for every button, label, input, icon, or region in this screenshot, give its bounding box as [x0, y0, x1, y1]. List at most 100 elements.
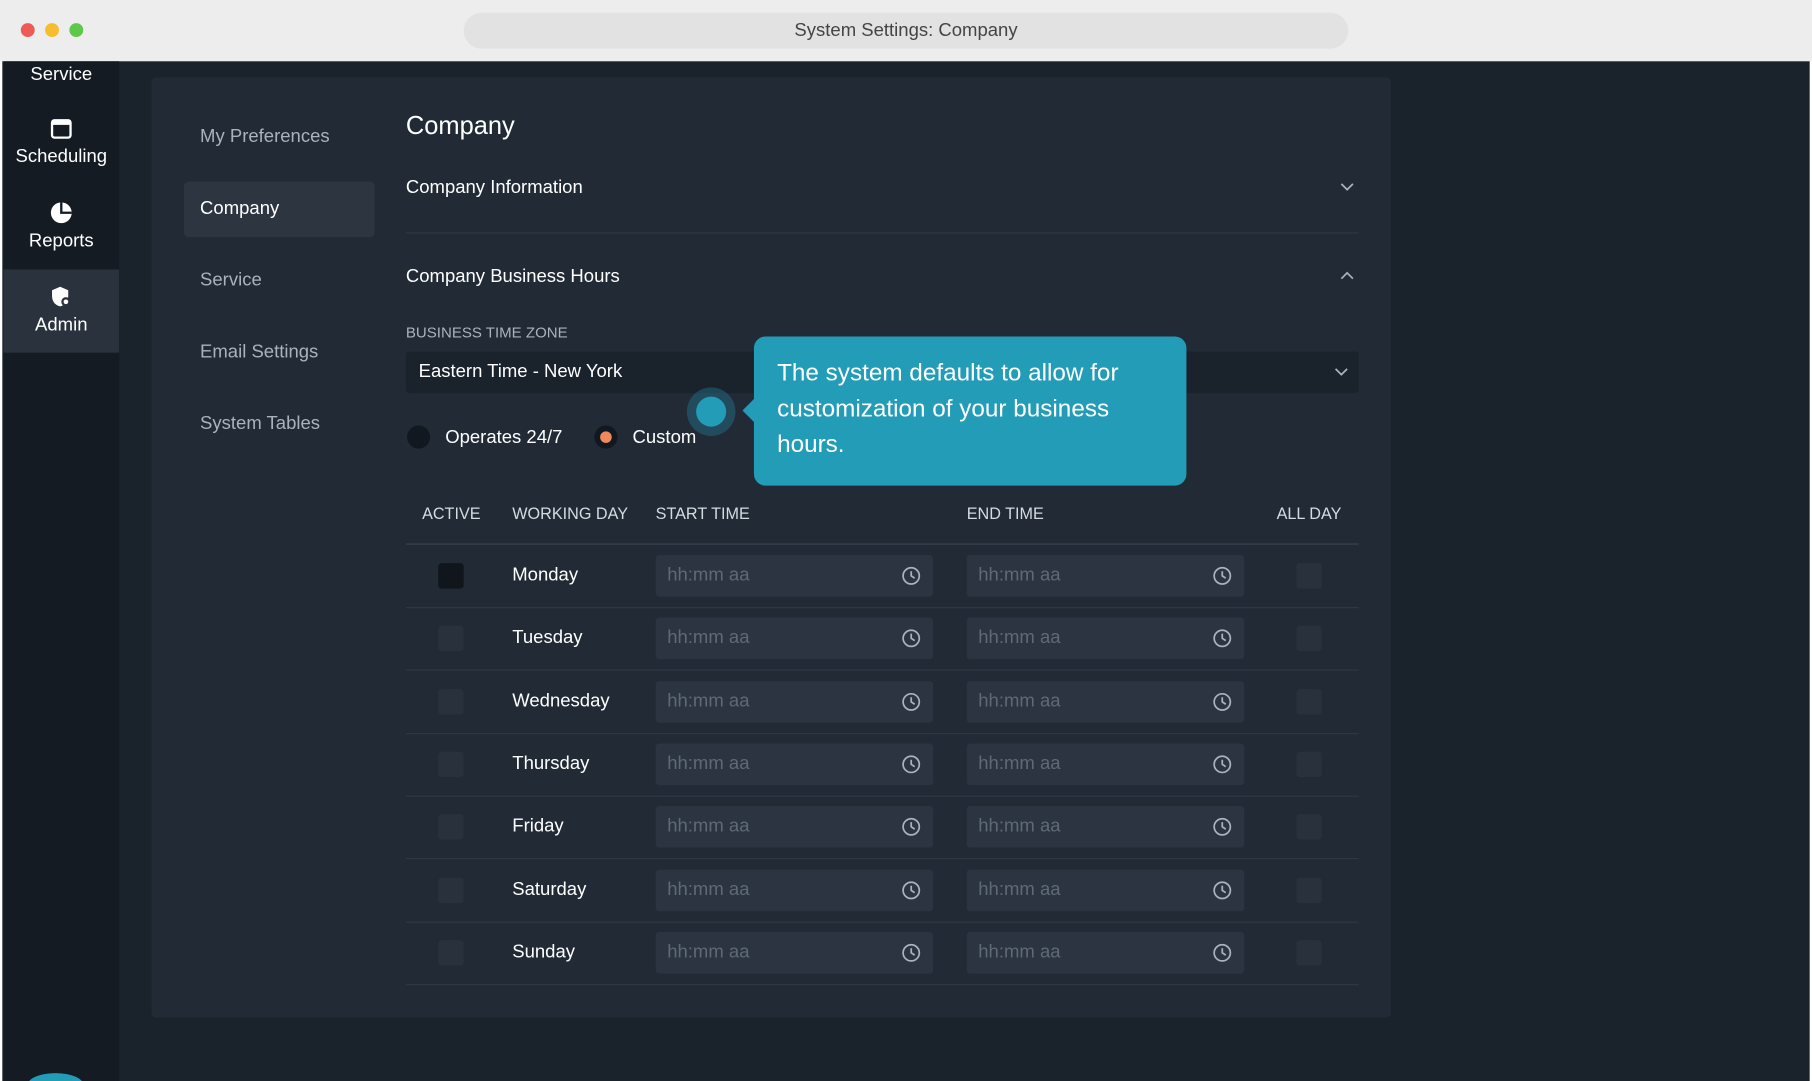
clock-icon: [1213, 755, 1232, 774]
radio[interactable]: [407, 425, 431, 449]
nav-item[interactable]: My Preferences: [200, 127, 330, 147]
day-label: Monday: [512, 565, 579, 586]
time-input[interactable]: hh:mm aa: [655, 806, 934, 848]
column-header: ACTIVE: [422, 504, 481, 523]
time-input[interactable]: hh:mm aa: [966, 617, 1245, 660]
calendar-icon: [50, 119, 72, 139]
placeholder: hh:mm aa: [667, 816, 750, 837]
nav-item[interactable]: Service: [200, 270, 262, 291]
all-day-checkbox[interactable]: [1296, 688, 1322, 715]
minimize-button[interactable]: [45, 23, 59, 38]
clock-icon: [1213, 566, 1232, 585]
time-input[interactable]: hh:mm aa: [966, 555, 1245, 597]
timezone-value: Eastern Time - New York: [418, 361, 623, 382]
section-header[interactable]: Company Information: [405, 178, 583, 198]
placeholder: hh:mm aa: [667, 753, 750, 774]
sidebar-label: Admin: [35, 315, 88, 336]
sidebar-item[interactable]: Scheduling: [3, 112, 119, 195]
placeholder: hh:mm aa: [978, 942, 1061, 962]
time-input[interactable]: hh:mm aa: [655, 617, 934, 660]
all-day-checkbox[interactable]: [1296, 751, 1322, 777]
nav-item[interactable]: System Tables: [200, 413, 321, 434]
column-header: ALL DAY: [1276, 504, 1342, 523]
placeholder: hh:mm aa: [667, 565, 750, 586]
day-label: Tuesday: [512, 628, 583, 648]
sidebar-label: Scheduling: [15, 146, 108, 167]
table-row: [405, 670, 1359, 734]
radio-label: Operates 24/7: [445, 427, 563, 448]
placeholder: hh:mm aa: [667, 879, 750, 900]
day-label: Sunday: [512, 942, 576, 962]
avatar[interactable]: [27, 1073, 84, 1081]
zoom-button[interactable]: [69, 23, 84, 38]
column-header: WORKING DAY: [512, 504, 628, 523]
all-day-checkbox[interactable]: [1296, 814, 1322, 840]
chevron-down[interactable]: [1333, 367, 1349, 379]
sidebar-item[interactable]: Service: [3, 61, 119, 96]
time-input[interactable]: hh:mm aa: [655, 680, 934, 723]
all-day-checkbox[interactable]: [1296, 563, 1322, 589]
clock-icon: [1213, 692, 1232, 711]
placeholder: hh:mm aa: [978, 879, 1061, 900]
time-input[interactable]: hh:mm aa: [966, 931, 1245, 974]
radio-selected[interactable]: [594, 425, 618, 449]
day-label: Thursday: [512, 753, 590, 774]
time-input[interactable]: hh:mm aa: [966, 743, 1245, 786]
clock-icon: [902, 692, 921, 711]
active-checkbox[interactable]: [438, 563, 464, 589]
placeholder: hh:mm aa: [978, 753, 1061, 774]
column-header: END TIME: [966, 504, 1044, 523]
nav-item[interactable]: Email Settings: [200, 342, 319, 362]
time-input[interactable]: hh:mm aa: [655, 555, 934, 597]
sidebar-item[interactable]: Reports: [3, 197, 119, 280]
clock-icon: [1213, 943, 1232, 962]
active-checkbox[interactable]: [438, 751, 464, 777]
table-row: [405, 859, 1359, 923]
nav-item-selected[interactable]: Company: [183, 181, 375, 238]
window-title: System Settings: Company: [463, 12, 1349, 49]
day-label: Friday: [512, 816, 564, 837]
sidebar-item-selected[interactable]: Admin: [3, 269, 120, 353]
time-input[interactable]: hh:mm aa: [655, 743, 934, 786]
clock-icon: [902, 943, 921, 962]
placeholder: hh:mm aa: [667, 628, 750, 648]
time-input[interactable]: hh:mm aa: [655, 931, 934, 974]
chevron-down[interactable]: [1339, 182, 1355, 194]
radio-label: Custom: [632, 427, 697, 448]
all-day-checkbox[interactable]: [1296, 625, 1322, 652]
divider: [405, 232, 1359, 234]
placeholder: hh:mm aa: [667, 942, 750, 962]
clock-icon: [902, 755, 921, 774]
sidebar: [3, 61, 120, 1081]
sidebar-label: Reports: [28, 231, 94, 251]
section-header[interactable]: Company Business Hours: [405, 267, 620, 287]
active-checkbox[interactable]: [438, 939, 464, 966]
all-day-checkbox[interactable]: [1296, 877, 1322, 903]
divider: [405, 543, 1359, 545]
hotspot[interactable]: [696, 396, 727, 427]
all-day-checkbox[interactable]: [1296, 939, 1322, 966]
time-input[interactable]: hh:mm aa: [966, 868, 1245, 911]
clock-icon: [1213, 818, 1232, 836]
page-title: Company: [405, 111, 515, 140]
placeholder: hh:mm aa: [978, 816, 1061, 837]
tooltip: The system defaults to allow for customi…: [753, 336, 1187, 486]
placeholder: hh:mm aa: [978, 565, 1061, 586]
placeholder: hh:mm aa: [978, 628, 1061, 648]
chevron-up[interactable]: [1339, 271, 1355, 283]
time-input[interactable]: hh:mm aa: [655, 868, 934, 911]
table-row: [405, 733, 1359, 797]
clock-icon: [902, 880, 921, 899]
time-input[interactable]: hh:mm aa: [966, 680, 1245, 723]
active-checkbox[interactable]: [438, 814, 464, 840]
time-input[interactable]: hh:mm aa: [966, 806, 1245, 848]
close-button[interactable]: [20, 23, 35, 38]
clock-icon: [1213, 880, 1232, 899]
active-checkbox[interactable]: [438, 688, 464, 715]
active-checkbox[interactable]: [438, 877, 464, 903]
table-row: [405, 607, 1359, 672]
day-label: Saturday: [512, 879, 587, 900]
admin-icon: [52, 286, 71, 307]
active-checkbox[interactable]: [438, 625, 464, 652]
